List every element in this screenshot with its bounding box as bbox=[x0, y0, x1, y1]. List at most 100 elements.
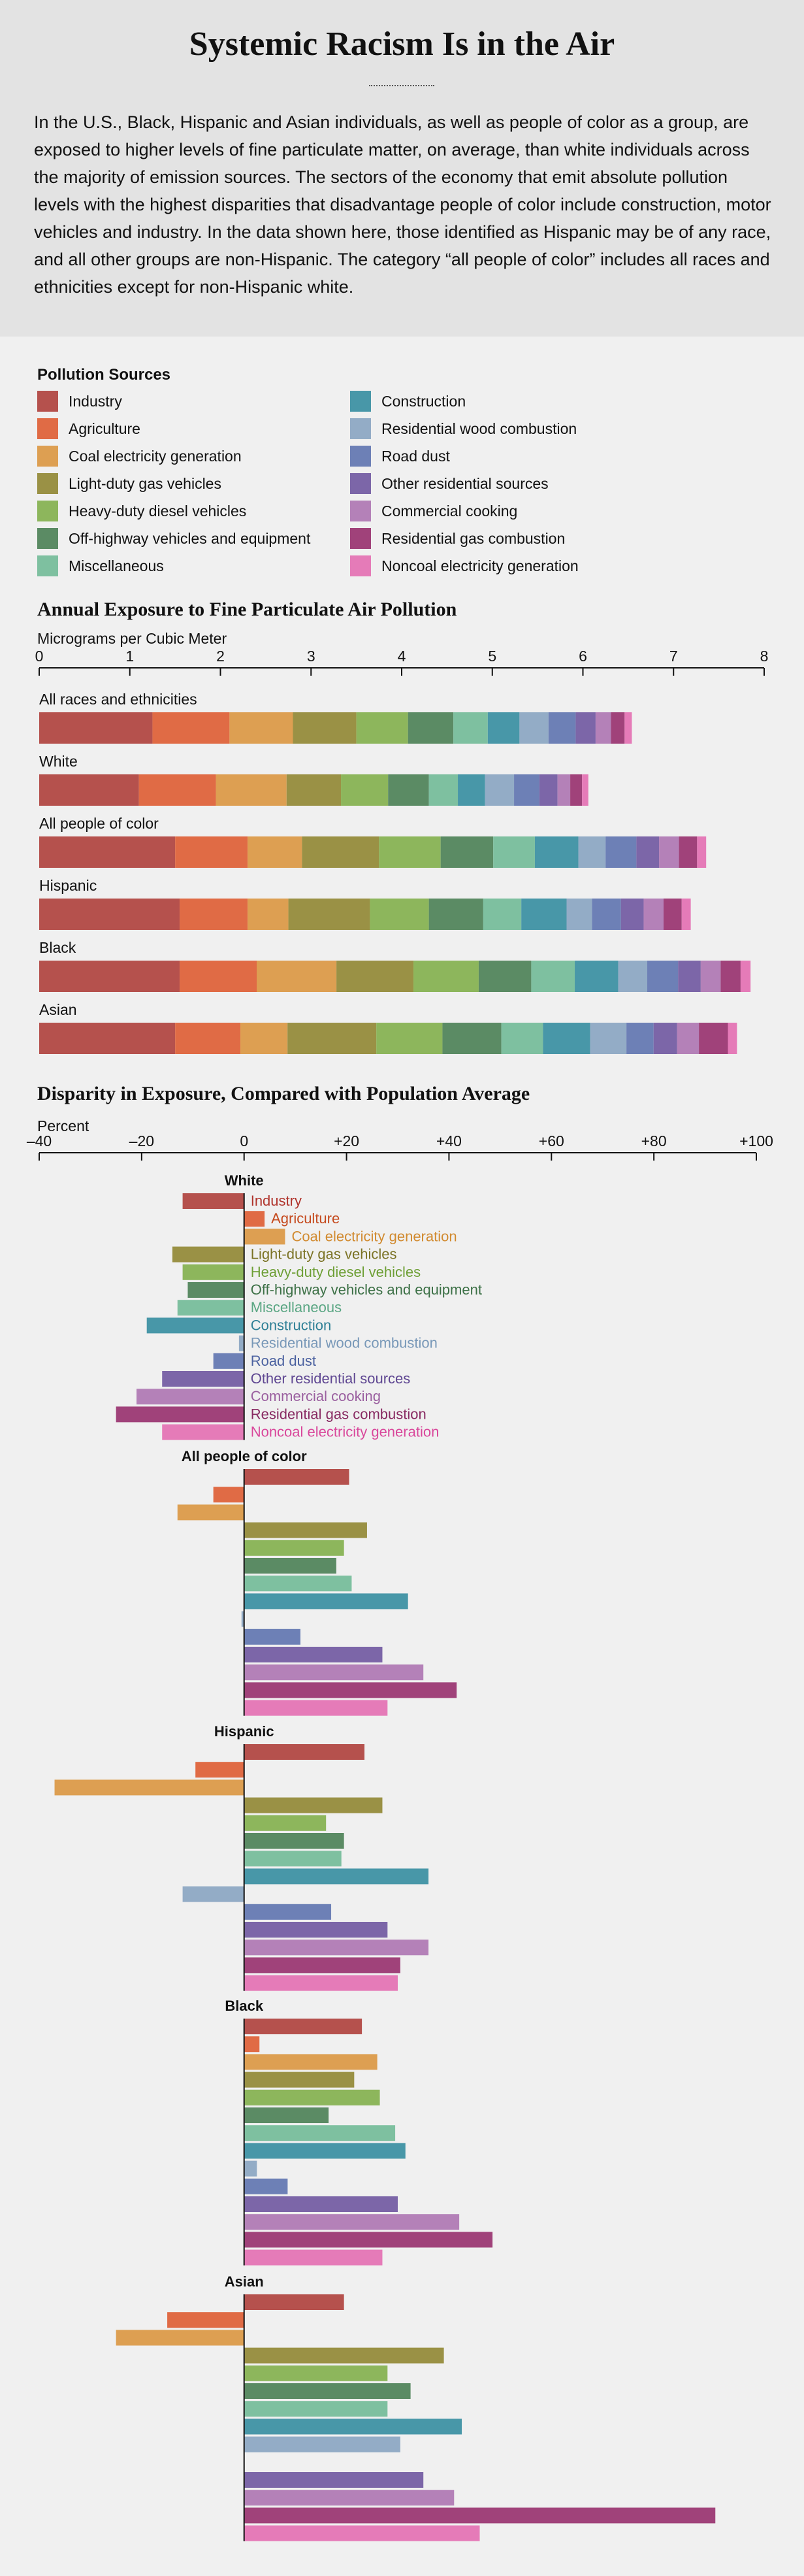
bar-black-residential-wood-combustion bbox=[618, 961, 648, 992]
source-label-road-dust: Road dust bbox=[251, 1353, 316, 1369]
bar-hispanic-heavy-duty-diesel-vehicles bbox=[370, 899, 429, 930]
x-tick-label: 1 bbox=[125, 648, 134, 665]
bar-all-people-of-color-coal-electricity-generation bbox=[248, 836, 302, 868]
legend-swatch bbox=[350, 446, 371, 467]
x-tick-label: 7 bbox=[669, 648, 678, 665]
disparity-bar-all-people-of-color-construction bbox=[244, 1593, 408, 1610]
legend-swatch bbox=[37, 446, 58, 467]
legend-swatch bbox=[37, 555, 58, 576]
disparity-bar-all-people-of-color-heavy-duty-diesel-vehicles bbox=[244, 1540, 344, 1556]
source-label-miscellaneous: Miscellaneous bbox=[251, 1299, 342, 1315]
bar-hispanic-miscellaneous bbox=[483, 899, 522, 930]
bar-all-people-of-color-residential-gas-combustion bbox=[679, 836, 698, 868]
bar-white-coal-electricity-generation bbox=[216, 774, 287, 806]
legend-swatch bbox=[350, 528, 371, 549]
disparity-bar-hispanic-agriculture bbox=[195, 1762, 244, 1778]
bar-asian-industry bbox=[39, 1023, 176, 1054]
page-title: Systemic Racism Is in the Air bbox=[189, 25, 615, 63]
source-label-residential-wood-combustion: Residential wood combustion bbox=[251, 1335, 438, 1351]
bar-white-residential-gas-combustion bbox=[570, 774, 583, 806]
disparity-bar-white-heavy-duty-diesel-vehicles bbox=[182, 1264, 244, 1280]
group-label-white: White bbox=[225, 1172, 264, 1189]
source-label-off-highway-vehicles-and-equipment: Off-highway vehicles and equipment bbox=[251, 1281, 482, 1298]
bar-hispanic-residential-gas-combustion bbox=[663, 899, 682, 930]
disparity-bar-chart: –40 –20 0 +20 +40 +60 +80 +100 White IndustryAgri… bbox=[27, 1132, 773, 2541]
disparity-bar-all-people-of-color-noncoal-electricity-generation bbox=[244, 1700, 388, 1716]
disparity-bar-hispanic-industry bbox=[244, 1744, 365, 1760]
bar-white-miscellaneous bbox=[428, 774, 458, 806]
disparity-bar-hispanic-off-highway-vehicles-and-equipment bbox=[244, 1833, 344, 1849]
disparity-bar-all-people-of-color-commercial-cooking bbox=[244, 1664, 424, 1681]
x-tick-label: +20 bbox=[334, 1132, 359, 1149]
bar-black-noncoal-electricity-generation bbox=[740, 961, 751, 992]
disparity-bar-all-people-of-color-other-residential-sources bbox=[244, 1647, 383, 1662]
disparity-bar-all-people-of-color-agriculture bbox=[213, 1487, 244, 1503]
bar-black-commercial-cooking bbox=[700, 961, 721, 992]
bar-asian-noncoal-electricity-generation bbox=[728, 1023, 737, 1054]
bar-white-construction bbox=[458, 774, 485, 806]
x-tick-label: –20 bbox=[129, 1132, 154, 1149]
disparity-bar-white-off-highway-vehicles-and-equipment bbox=[187, 1282, 244, 1298]
legend-swatch bbox=[350, 418, 371, 439]
disparity-bar-hispanic-other-residential-sources bbox=[244, 1922, 388, 1938]
legend-label: Commercial cooking bbox=[381, 503, 518, 520]
bar-hispanic-coal-electricity-generation bbox=[248, 899, 289, 930]
bar-white-noncoal-electricity-generation bbox=[582, 774, 588, 806]
disparity-bar-asian-construction bbox=[244, 2419, 462, 2435]
source-label-heavy-duty-diesel-vehicles: Heavy-duty diesel vehicles bbox=[251, 1264, 421, 1280]
group-label-hispanic: Hispanic bbox=[214, 1723, 274, 1740]
legend-swatch bbox=[37, 473, 58, 494]
bar-white-commercial-cooking bbox=[557, 774, 571, 806]
bar-asian-road-dust bbox=[626, 1023, 654, 1054]
bar-all-people-of-color-construction bbox=[534, 836, 579, 868]
bar-hispanic-off-highway-vehicles-and-equipment bbox=[428, 899, 483, 930]
disparity-bar-asian-light-duty-gas-vehicles bbox=[244, 2347, 444, 2364]
x-tick-label: +100 bbox=[739, 1132, 773, 1149]
disparity-bar-black-light-duty-gas-vehicles bbox=[244, 2072, 355, 2088]
bar-hispanic-noncoal-electricity-generation bbox=[681, 899, 691, 930]
bar-white-industry bbox=[39, 774, 139, 806]
disparity-bar-black-industry bbox=[244, 2019, 362, 2034]
disparity-bar-black-coal-electricity-generation bbox=[244, 2054, 378, 2070]
disparity-bar-all-people-of-color-miscellaneous bbox=[244, 1576, 352, 1592]
disparity-bar-black-construction bbox=[244, 2143, 406, 2159]
legend-label: Miscellaneous bbox=[69, 557, 164, 574]
source-label-residential-gas-combustion: Residential gas combustion bbox=[251, 1406, 426, 1422]
bar-hispanic-road-dust bbox=[592, 899, 621, 930]
bar-black-construction bbox=[575, 961, 619, 992]
disparity-bar-black-residential-gas-combustion bbox=[244, 2232, 493, 2248]
bar-asian-heavy-duty-diesel-vehicles bbox=[376, 1023, 443, 1054]
source-label-coal-electricity-generation: Coal electricity generation bbox=[291, 1228, 457, 1244]
title-divider bbox=[369, 85, 434, 86]
bar-hispanic-commercial-cooking bbox=[643, 899, 664, 930]
disparity-bar-hispanic-noncoal-electricity-generation bbox=[244, 1975, 398, 1991]
category-label-all-people-of-color: All people of color bbox=[39, 815, 159, 832]
disparity-bar-white-coal-electricity-generation bbox=[244, 1229, 285, 1245]
legend-swatch bbox=[37, 528, 58, 549]
disparity-bar-all-people-of-color-off-highway-vehicles-and-equipment bbox=[244, 1558, 336, 1574]
legend-label: Off-highway vehicles and equipment bbox=[69, 530, 311, 547]
disparity-bar-all-people-of-color-residential-gas-combustion bbox=[244, 1682, 457, 1698]
x-tick-label: 0 bbox=[240, 1132, 248, 1149]
bar-asian-residential-gas-combustion bbox=[699, 1023, 728, 1054]
x-tick-label: 8 bbox=[760, 648, 769, 665]
bar-white-heavy-duty-diesel-vehicles bbox=[341, 774, 389, 806]
bar-all-races-and-ethnicities-other-residential-sources bbox=[575, 712, 596, 744]
category-label-black: Black bbox=[39, 939, 76, 956]
disparity-bar-asian-industry bbox=[244, 2294, 344, 2310]
disparity-bar-asian-heavy-duty-diesel-vehicles bbox=[244, 2365, 388, 2381]
bar-asian-coal-electricity-generation bbox=[240, 1023, 288, 1054]
bar-black-residential-gas-combustion bbox=[720, 961, 741, 992]
bar-all-races-and-ethnicities-light-duty-gas-vehicles bbox=[293, 712, 357, 744]
bar-all-races-and-ethnicities-coal-electricity-generation bbox=[229, 712, 293, 744]
disparity-bar-white-residential-gas-combustion bbox=[116, 1406, 244, 1423]
x-tick-label: +80 bbox=[641, 1132, 667, 1149]
stacked-bar-chart: 0 1 2 3 4 5 6 7 8 All races and ethnicities White A… bbox=[35, 648, 769, 1054]
legend-label: Other residential sources bbox=[381, 475, 549, 492]
disparity-bar-white-residential-wood-combustion bbox=[238, 1335, 244, 1351]
bar-black-other-residential-sources bbox=[678, 961, 701, 992]
disparity-bar-black-other-residential-sources bbox=[244, 2196, 398, 2212]
source-label-agriculture: Agriculture bbox=[271, 1210, 340, 1227]
legend-title: Pollution Sources bbox=[37, 366, 171, 384]
stacked-chart-axis-label: Micrograms per Cubic Meter bbox=[37, 630, 227, 647]
